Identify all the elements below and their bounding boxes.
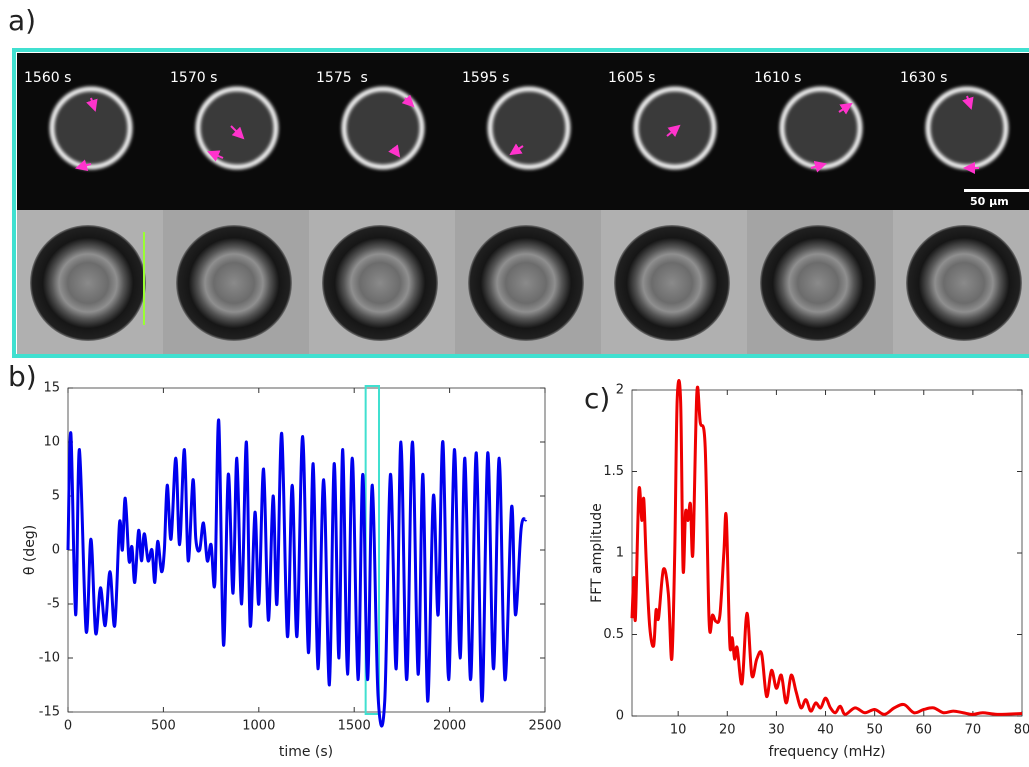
bf-cell — [30, 225, 146, 341]
panel-label: a) — [8, 4, 36, 37]
time-label: 1570 s — [170, 70, 217, 86]
x-tick-label: 1500 — [338, 719, 371, 734]
data-line — [630, 379, 1023, 716]
y-tick-label: 0.5 — [603, 627, 624, 642]
x-tick-label: 60 — [915, 723, 932, 738]
arrow — [401, 94, 415, 108]
x-tick-label: 10 — [670, 723, 687, 738]
arrow — [230, 125, 245, 140]
panel-label: c) — [584, 382, 610, 415]
x-tick-label: 2000 — [433, 719, 466, 734]
frame: 1610 s — [747, 70, 893, 354]
scale-bar — [964, 189, 1029, 192]
fl-cell-ring — [195, 86, 279, 170]
fl-cell-inner — [52, 89, 130, 167]
x-tick-label: 1000 — [242, 719, 275, 734]
frame: 1605 s — [601, 70, 747, 354]
fl-cell-ring — [49, 86, 133, 170]
arrow — [838, 102, 853, 115]
frame: 1575 s — [309, 70, 455, 354]
y-axis-label: FFT amplitude — [589, 503, 605, 603]
fl-cell-ring — [487, 86, 571, 170]
x-axis-label: frequency (mHz) — [768, 744, 885, 760]
frame: 1630 s — [893, 70, 1029, 354]
x-tick-label: 20 — [719, 723, 736, 738]
arrow — [962, 95, 974, 110]
frame: 1560 s — [17, 70, 163, 354]
arrow — [207, 150, 224, 162]
arrow — [388, 144, 401, 158]
arrow — [75, 159, 92, 172]
y-tick-label: -5 — [47, 597, 60, 612]
time-label: 1560 s — [24, 70, 71, 86]
y-tick-label: 15 — [43, 381, 60, 396]
time-label: 1575 s — [316, 70, 368, 86]
arrow — [509, 143, 524, 156]
scale-label: 50 µm — [970, 195, 1009, 208]
bf-cell — [468, 225, 584, 341]
bf-cell — [760, 225, 876, 341]
bf-cell — [176, 225, 292, 341]
fl-cell-inner — [344, 89, 422, 167]
panel-border — [12, 48, 1029, 358]
fl-cell-inner — [928, 89, 1006, 167]
frame: 1595 s — [455, 70, 601, 354]
x-axis-label: time (s) — [279, 744, 333, 760]
x-tick-label: 70 — [965, 723, 982, 738]
data-line — [66, 418, 528, 728]
time-label: 1630 s — [900, 70, 947, 86]
y-tick-label: -10 — [39, 651, 60, 666]
plot-frame — [631, 389, 1023, 717]
fl-cell-ring — [341, 86, 425, 170]
time-label: 1605 s — [608, 70, 655, 86]
y-tick-label: 5 — [52, 489, 60, 504]
x-tick-label: 30 — [768, 723, 785, 738]
x-tick-label: 500 — [151, 719, 176, 734]
y-axis-label: θ (deg) — [22, 525, 38, 575]
bf-cell — [614, 225, 730, 341]
arrow — [86, 97, 98, 112]
arrow — [666, 124, 681, 138]
y-tick-label: -15 — [39, 705, 60, 720]
y-tick-label: 2 — [616, 383, 624, 398]
arrow — [810, 160, 827, 173]
y-tick-label: 0 — [52, 543, 60, 558]
y-tick-label: 1.5 — [603, 464, 624, 479]
x-tick-label: 40 — [817, 723, 834, 738]
x-tick-label: 0 — [64, 719, 72, 734]
x-tick-label: 50 — [866, 723, 883, 738]
y-tick-label: 1 — [616, 546, 624, 561]
frame: 1570 s — [163, 70, 309, 354]
y-tick-label: 0 — [616, 709, 624, 724]
time-label: 1595 s — [462, 70, 509, 86]
time-label: 1610 s — [754, 70, 801, 86]
panel-label: b) — [8, 360, 37, 393]
x-tick-label: 2500 — [528, 719, 561, 734]
bf-cell — [322, 225, 438, 341]
y-tick-label: 10 — [43, 435, 60, 450]
fl-cell-ring — [633, 86, 717, 170]
x-tick-label: 80 — [1014, 723, 1029, 738]
bf-cell — [906, 225, 1022, 341]
